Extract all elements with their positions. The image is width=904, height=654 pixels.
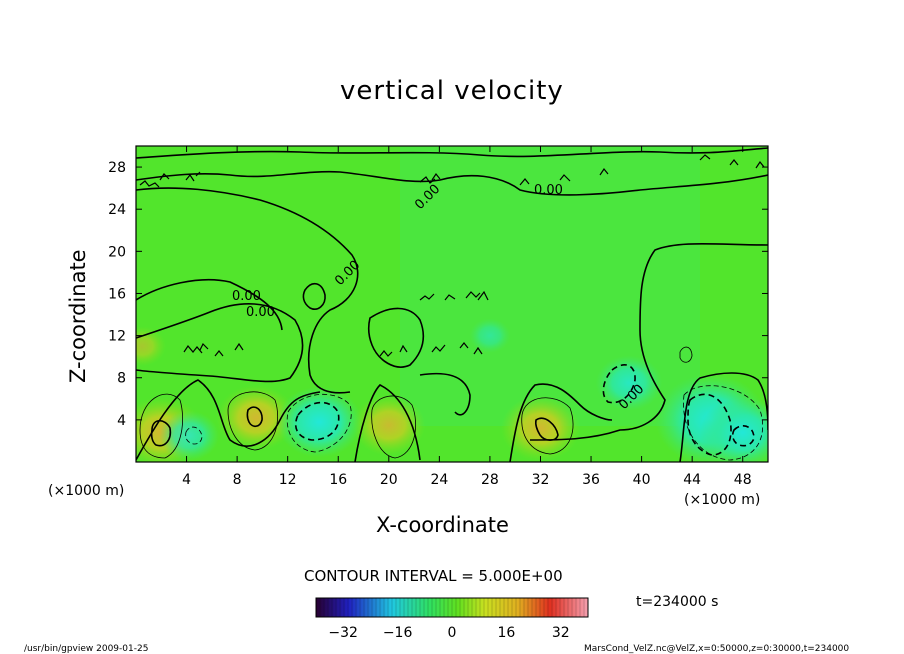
contour-downdraft xyxy=(731,425,755,447)
y-tick-label: 12 xyxy=(108,329,126,345)
time-label: t=234000 s xyxy=(636,594,719,610)
y-tick-label: 24 xyxy=(108,202,126,218)
contour-zero-line xyxy=(136,278,283,331)
colorbar-tick-label: 16 xyxy=(497,625,515,641)
contour-zero-line xyxy=(367,307,425,368)
contour-zero-line xyxy=(136,147,768,159)
downdraft-region xyxy=(159,410,220,461)
contour-weak xyxy=(371,395,416,459)
x-tick-label: 20 xyxy=(380,472,398,488)
updraft-region xyxy=(352,394,426,456)
heatmap-field: 0.000.000.000.000.000.00 xyxy=(136,146,768,462)
footer-program-date: /usr/bin/gpview 2009-01-25 xyxy=(24,644,149,654)
contour-downdraft xyxy=(687,393,732,456)
contour-weak xyxy=(227,391,279,451)
contour-weak xyxy=(286,393,352,453)
colorbar-tick-label: −16 xyxy=(383,625,413,641)
contour-label: 0.00 xyxy=(246,305,275,320)
x-tick-label: 12 xyxy=(279,472,297,488)
colorbar xyxy=(315,597,589,618)
contour-weak xyxy=(683,385,764,461)
contour-zero-line xyxy=(136,187,359,394)
x-tick-label: 4 xyxy=(182,472,191,488)
chart-title: vertical velocity xyxy=(340,76,564,106)
contour-noise xyxy=(139,154,765,357)
y-tick-label: 16 xyxy=(108,286,126,302)
contour-zero-line xyxy=(529,242,768,441)
contour-weak xyxy=(185,426,203,445)
contour-downdraft xyxy=(602,364,636,404)
x-tick-label: 44 xyxy=(683,472,701,488)
y-tick-label: 8 xyxy=(117,371,126,387)
x-tick-label: 16 xyxy=(329,472,347,488)
contour-weak xyxy=(521,397,574,455)
footer-data-source: MarsCond_VelZ.nc@VelZ,x=0:50000,z=0:3000… xyxy=(584,644,850,654)
contour-updraft xyxy=(534,417,559,442)
x-tick-label: 24 xyxy=(430,472,448,488)
y-axis-label: Z-coordinate xyxy=(66,249,90,383)
contour-zero-line xyxy=(136,303,304,383)
x-tick-label: 48 xyxy=(734,472,752,488)
y-tick-label: 4 xyxy=(117,413,126,429)
y-tick-label: 20 xyxy=(108,244,126,260)
x-tick-label: 8 xyxy=(233,472,242,488)
x-tick-label: 36 xyxy=(582,472,600,488)
contour-zero-line xyxy=(136,379,321,461)
contour-interval-label: CONTOUR INTERVAL = 5.000E+00 xyxy=(304,567,563,585)
x-axis-unit-right: (×1000 m) xyxy=(684,492,761,508)
contour-label: 0.00 xyxy=(232,289,261,304)
downdraft-region xyxy=(469,318,511,353)
contour-weak xyxy=(139,393,183,459)
contour-updraft xyxy=(150,419,172,447)
contour-zero-line xyxy=(509,383,613,462)
contour-zero-line xyxy=(302,282,326,310)
colorbar-tick-label: −32 xyxy=(328,625,358,641)
contour-weak xyxy=(679,346,693,363)
contour-zero-line xyxy=(419,372,471,416)
downdraft-region xyxy=(276,386,363,458)
updraft-region xyxy=(500,395,581,462)
x-axis-label: X-coordinate xyxy=(376,513,509,537)
x-axis-unit-left: (×1000 m) xyxy=(48,483,125,499)
contour-updraft xyxy=(246,406,263,428)
plot-frame xyxy=(135,145,769,463)
contour-zero-line xyxy=(354,384,421,462)
y-tick-label: 28 xyxy=(108,160,126,176)
updraft-region xyxy=(216,384,296,451)
x-tick-label: 40 xyxy=(633,472,651,488)
contour-zero-line xyxy=(136,170,768,196)
x-tick-label: 28 xyxy=(481,472,499,488)
colorbar-tick-label: 0 xyxy=(448,625,457,641)
contour-label: 0.00 xyxy=(534,183,563,198)
colorbar-tick-label: 32 xyxy=(552,625,570,641)
contour-downdraft xyxy=(294,401,340,441)
x-tick-label: 32 xyxy=(532,472,550,488)
